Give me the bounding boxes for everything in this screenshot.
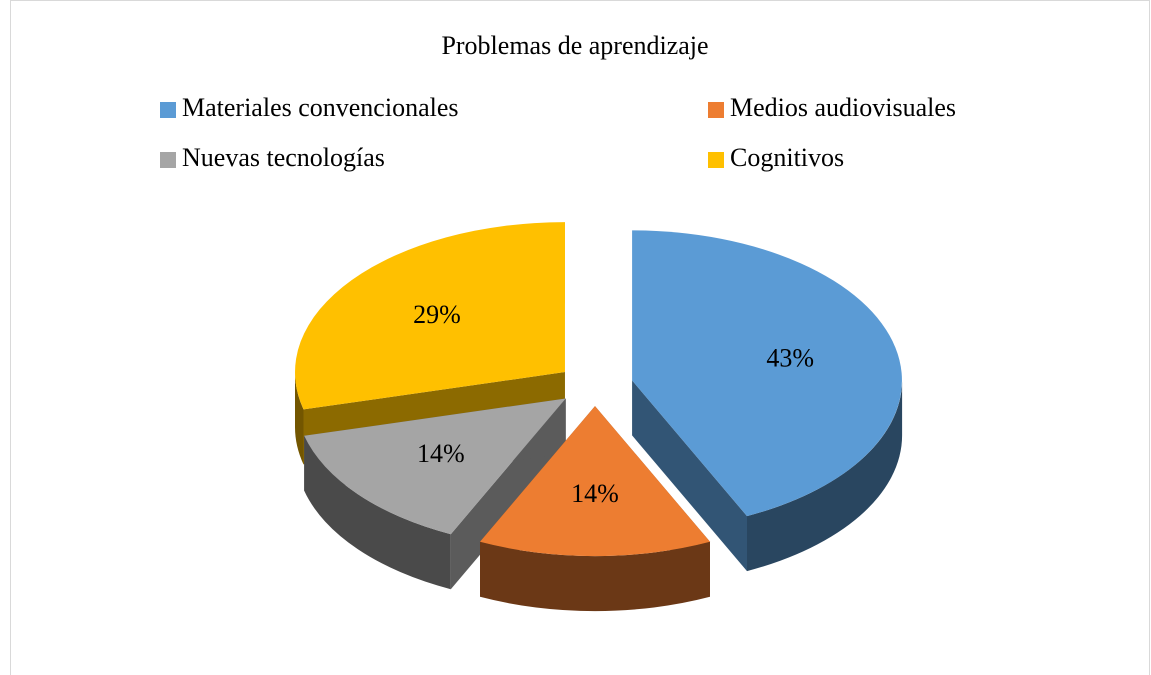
legend-label: Nuevas tecnologías bbox=[182, 143, 385, 172]
slice-side bbox=[480, 541, 710, 612]
legend-label: Materiales convencionales bbox=[182, 93, 459, 122]
slice-side bbox=[632, 380, 747, 572]
legend-swatch bbox=[708, 102, 724, 118]
slice-side bbox=[304, 435, 451, 590]
data-label: 14% bbox=[417, 439, 465, 468]
slice-side bbox=[747, 380, 903, 572]
legend-swatch bbox=[160, 102, 176, 118]
legend-swatch bbox=[160, 152, 176, 168]
slice-side bbox=[295, 372, 304, 465]
slice bbox=[480, 406, 710, 557]
legend-label: Medios audiovisuales bbox=[730, 93, 956, 122]
slice bbox=[295, 222, 565, 410]
data-label: 29% bbox=[413, 300, 461, 329]
data-label: 43% bbox=[766, 344, 814, 373]
legend-label: Cognitivos bbox=[730, 143, 844, 172]
legend-swatch bbox=[708, 152, 724, 168]
chart-title: Problemas de aprendizaje bbox=[441, 31, 708, 60]
slice bbox=[632, 230, 902, 517]
slice bbox=[304, 398, 566, 535]
data-label: 14% bbox=[571, 479, 619, 508]
